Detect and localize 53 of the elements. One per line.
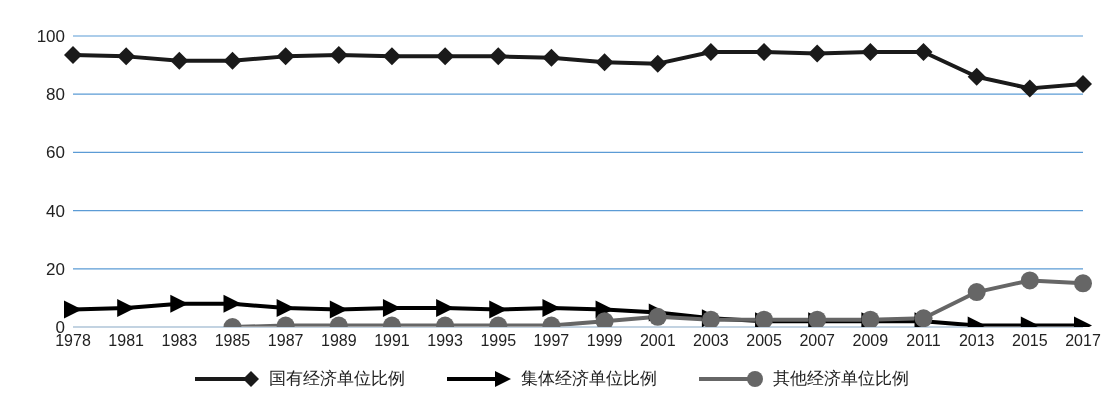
point [861, 43, 880, 62]
point [329, 45, 348, 64]
y-tick-label: 40 [46, 201, 65, 221]
x-tick-label: 1983 [161, 332, 198, 350]
point [648, 307, 667, 326]
point [223, 294, 242, 313]
x-tick-label: 2001 [639, 332, 676, 350]
point [914, 43, 933, 62]
point [170, 51, 189, 70]
y-tick-label: 100 [36, 27, 65, 47]
y-tick-label: 20 [46, 259, 65, 279]
x-tick-label: 2003 [693, 332, 729, 350]
x-tick-label: 1995 [480, 332, 517, 350]
point [382, 47, 401, 66]
point [64, 45, 82, 64]
point [489, 47, 508, 66]
point [542, 48, 561, 67]
x-tick-label: 2015 [1012, 332, 1048, 350]
x-tick-label: 1993 [427, 332, 463, 350]
point [117, 47, 136, 66]
x-tick-label: 1985 [214, 332, 251, 350]
point [648, 54, 667, 73]
x-tick-label: 1991 [374, 332, 410, 350]
x-tick-label: 2007 [799, 332, 836, 350]
x-tick-label: 1989 [320, 332, 357, 350]
point [223, 51, 242, 70]
point [755, 43, 774, 62]
point [436, 47, 455, 66]
legend-label: 集体经济单位比例 [520, 368, 657, 390]
x-tick-label: 1981 [108, 332, 145, 350]
point [701, 43, 720, 62]
point [967, 67, 986, 86]
point [1074, 75, 1092, 94]
point [967, 283, 986, 302]
point [276, 299, 295, 318]
x-tick-label: 2011 [906, 332, 941, 350]
point [1020, 271, 1039, 290]
point [1074, 274, 1092, 293]
x-tick-label: 2013 [958, 332, 995, 350]
point [276, 47, 295, 66]
x-tick-label: 1997 [533, 332, 570, 350]
x-tick-label: 2017 [1065, 332, 1101, 350]
x-tick-label: 2009 [852, 332, 889, 350]
x-tick-label: 1999 [586, 332, 623, 350]
x-tick-label: 1987 [267, 332, 304, 350]
point [1020, 79, 1039, 98]
legend-label: 其他经济单位比例 [772, 368, 909, 390]
legend-label: 国有经济单位比例 [268, 368, 405, 390]
x-tick-label: 2005 [746, 332, 782, 350]
point [595, 53, 614, 72]
y-tick-label: 60 [46, 143, 65, 163]
point [808, 44, 827, 63]
y-tick-label: 80 [46, 85, 65, 105]
